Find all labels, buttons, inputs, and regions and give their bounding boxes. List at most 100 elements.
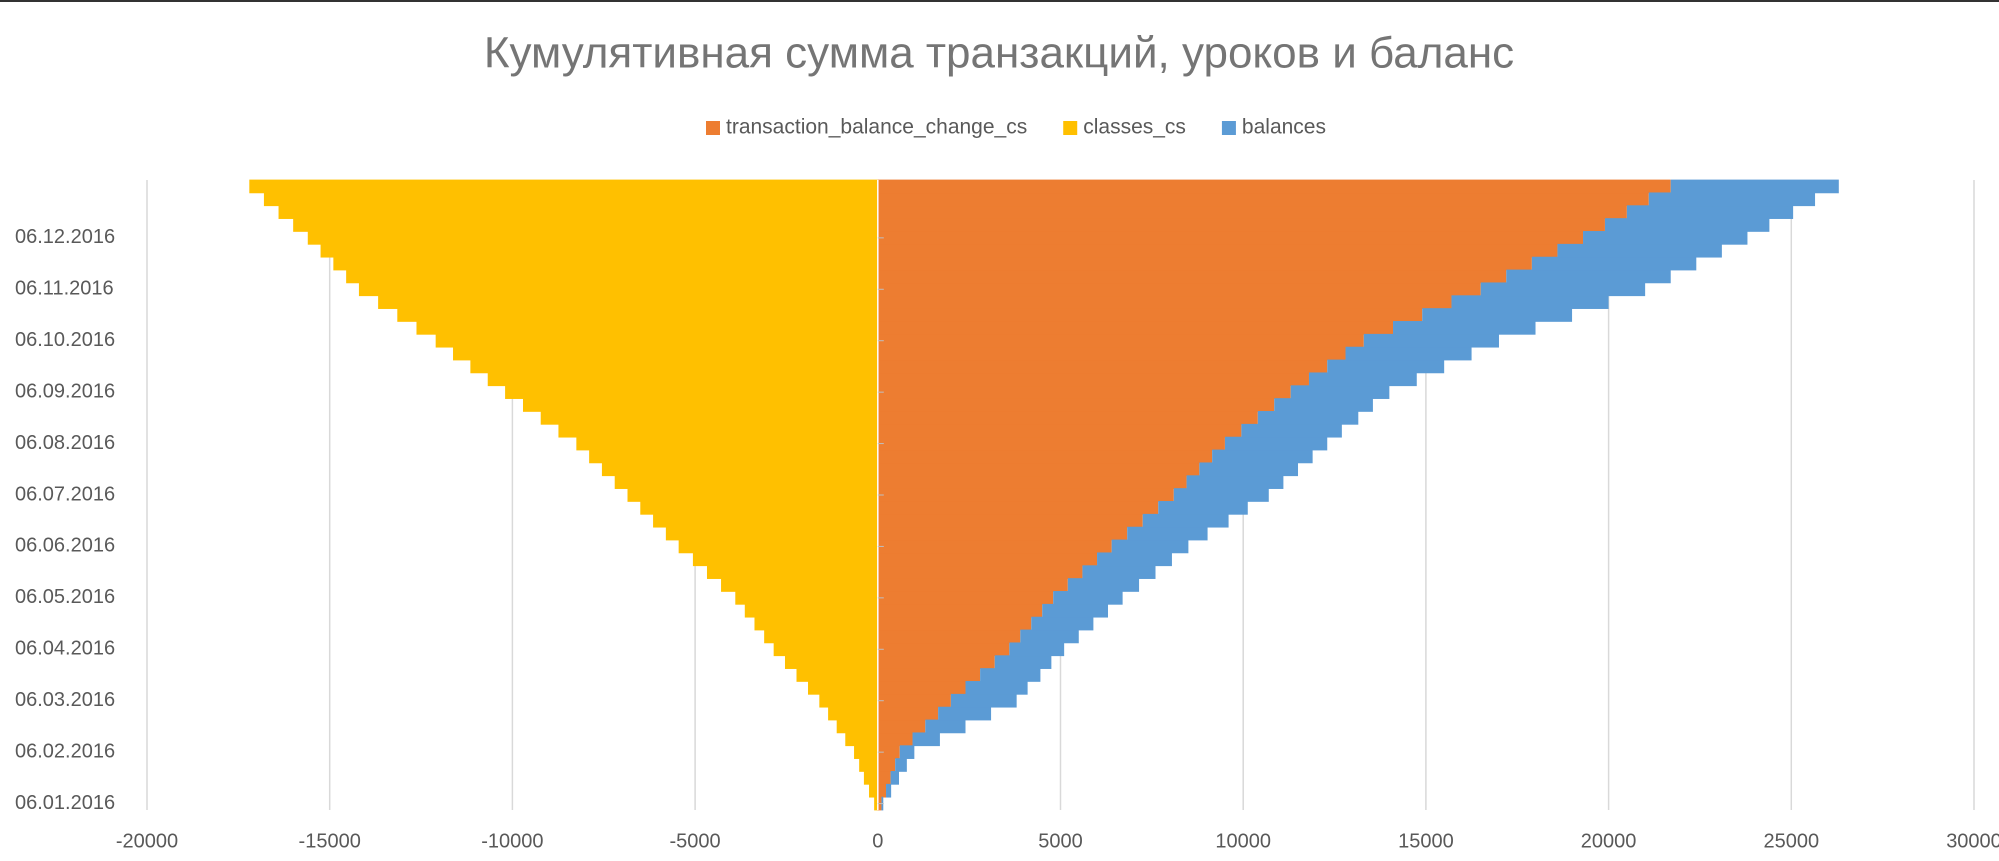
- bar: [1257, 411, 1359, 425]
- y-tick-label: 06.09.2016: [15, 380, 115, 402]
- bar: [877, 231, 1584, 245]
- bar: [784, 655, 878, 669]
- x-tick-label: -20000: [116, 830, 178, 852]
- bar: [576, 436, 878, 451]
- bar: [1274, 398, 1373, 412]
- bar: [845, 732, 878, 747]
- bar: [1531, 256, 1697, 271]
- bar: [877, 321, 1394, 335]
- bar: [1327, 359, 1445, 374]
- bar: [1224, 436, 1328, 451]
- bar: [877, 578, 1068, 592]
- bar: [877, 513, 1143, 528]
- legend-swatch: [1063, 121, 1078, 135]
- y-tick-label: 06.04.2016: [15, 638, 115, 660]
- bar: [877, 539, 1112, 554]
- bar: [877, 308, 1423, 322]
- bar: [1053, 591, 1123, 605]
- bar: [877, 591, 1054, 605]
- bar: [854, 745, 878, 759]
- bar: [1199, 462, 1299, 477]
- bar: [877, 295, 1452, 309]
- y-tick-label: 06.07.2016: [15, 483, 115, 505]
- bar: [653, 513, 878, 528]
- bar: [1142, 513, 1229, 528]
- bar: [877, 719, 926, 734]
- bar: [1583, 231, 1748, 245]
- bar: [706, 565, 878, 579]
- bar: [925, 719, 966, 734]
- y-tick-label: 06.10.2016: [15, 329, 115, 351]
- bar: [877, 552, 1098, 567]
- bar: [1020, 629, 1079, 644]
- bar: [1506, 269, 1671, 284]
- bar: [435, 333, 878, 348]
- bar: [1290, 385, 1390, 399]
- bar: [877, 616, 1032, 631]
- y-tick-label: 06.02.2016: [15, 740, 115, 762]
- bar: [877, 655, 995, 669]
- bar: [877, 449, 1213, 464]
- bar: [1212, 449, 1313, 464]
- bar: [938, 706, 992, 721]
- bar: [874, 796, 878, 811]
- bar: [640, 501, 878, 515]
- bar: [950, 693, 1017, 708]
- bar: [358, 282, 878, 297]
- bar: [1345, 346, 1472, 361]
- bar: [808, 681, 878, 695]
- bar: [416, 321, 878, 335]
- bar: [877, 706, 939, 721]
- bar: [877, 732, 913, 747]
- bar: [912, 732, 940, 747]
- bar: [249, 179, 878, 194]
- bar: [1480, 282, 1646, 297]
- bar: [877, 256, 1532, 271]
- bar: [877, 758, 896, 772]
- bar: [1604, 218, 1770, 232]
- bar: [1451, 295, 1609, 309]
- bar: [877, 269, 1507, 284]
- bar: [1670, 179, 1839, 194]
- x-tick-label: 10000: [1215, 830, 1271, 852]
- bar: [877, 411, 1258, 425]
- bar: [744, 603, 878, 618]
- bar: [965, 681, 1028, 695]
- bar: [1186, 475, 1284, 489]
- bar: [836, 719, 878, 734]
- bar: [721, 578, 878, 592]
- bar: [877, 372, 1309, 387]
- bar: [1557, 243, 1722, 258]
- bar: [397, 308, 878, 322]
- bar: [333, 256, 878, 271]
- x-tick-label: 0: [872, 830, 883, 852]
- bar: [1393, 321, 1536, 335]
- bar: [877, 359, 1328, 374]
- y-tick-label: 06.05.2016: [15, 586, 115, 608]
- x-tick-label: -5000: [670, 830, 721, 852]
- y-tick-label: 06.11.2016: [15, 278, 114, 300]
- bar: [1158, 501, 1248, 515]
- bar: [320, 243, 878, 258]
- bar: [819, 693, 878, 708]
- bar: [877, 526, 1128, 541]
- bar: [764, 629, 878, 644]
- bar: [773, 642, 878, 657]
- bar: [540, 411, 878, 425]
- bar: [1127, 526, 1208, 541]
- bar: [1111, 539, 1189, 554]
- bar: [877, 462, 1200, 477]
- bar: [307, 231, 878, 245]
- bar: [877, 436, 1225, 451]
- bar: [890, 771, 899, 785]
- legend-swatch: [706, 121, 720, 135]
- x-tick-label: 15000: [1398, 830, 1454, 852]
- legend-label: balances: [1242, 116, 1326, 139]
- bar: [877, 771, 891, 785]
- bar: [877, 488, 1174, 502]
- x-tick-label: -15000: [299, 830, 361, 852]
- x-tick-label: 30000: [1946, 830, 1999, 852]
- bar: [1648, 192, 1816, 207]
- bar: [886, 783, 892, 798]
